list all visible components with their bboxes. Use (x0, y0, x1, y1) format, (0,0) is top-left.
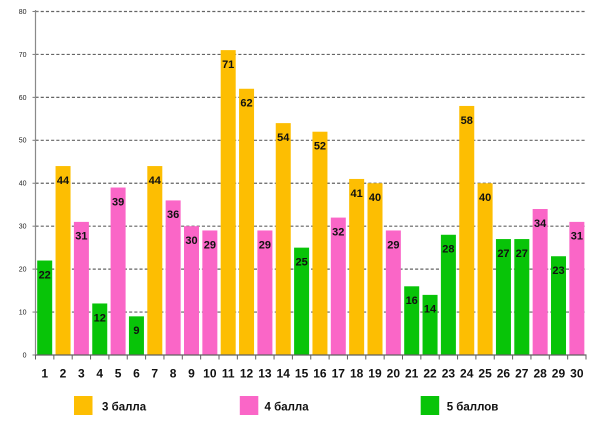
svg-text:23: 23 (552, 265, 564, 277)
svg-text:70: 70 (19, 52, 27, 59)
svg-text:5: 5 (115, 367, 122, 381)
svg-text:60: 60 (19, 95, 27, 102)
svg-text:10: 10 (19, 309, 27, 316)
svg-text:32: 32 (332, 226, 344, 238)
svg-text:40: 40 (19, 181, 27, 188)
svg-text:20: 20 (387, 367, 401, 381)
svg-text:5 баллов: 5 баллов (447, 401, 499, 413)
svg-text:31: 31 (75, 231, 87, 243)
svg-text:16: 16 (406, 295, 418, 307)
svg-text:25: 25 (295, 256, 307, 268)
svg-text:18: 18 (350, 367, 364, 381)
svg-text:26: 26 (497, 367, 511, 381)
svg-text:22: 22 (39, 269, 51, 281)
svg-text:23: 23 (442, 367, 456, 381)
svg-text:15: 15 (295, 367, 309, 381)
svg-text:54: 54 (277, 132, 290, 144)
svg-text:30: 30 (570, 367, 584, 381)
svg-text:0: 0 (23, 352, 27, 359)
svg-text:29: 29 (259, 239, 271, 251)
svg-text:31: 31 (571, 231, 583, 243)
svg-text:14: 14 (277, 367, 291, 381)
svg-text:9: 9 (188, 367, 195, 381)
svg-text:17: 17 (332, 367, 346, 381)
svg-text:3 балла: 3 балла (102, 401, 147, 413)
svg-text:27: 27 (515, 367, 529, 381)
svg-text:34: 34 (534, 218, 547, 230)
svg-text:4 балла: 4 балла (265, 401, 310, 413)
svg-text:27: 27 (516, 248, 528, 260)
svg-text:40: 40 (369, 192, 381, 204)
svg-text:4: 4 (96, 367, 103, 381)
svg-text:80: 80 (19, 9, 27, 16)
svg-text:29: 29 (387, 239, 399, 251)
svg-text:13: 13 (258, 367, 272, 381)
svg-text:11: 11 (222, 367, 235, 381)
svg-text:62: 62 (240, 98, 252, 110)
svg-text:50: 50 (19, 138, 27, 145)
svg-text:41: 41 (351, 188, 363, 200)
svg-text:21: 21 (405, 367, 419, 381)
svg-text:28: 28 (533, 367, 547, 381)
svg-text:27: 27 (497, 248, 509, 260)
svg-text:7: 7 (151, 367, 158, 381)
svg-text:58: 58 (461, 115, 473, 127)
svg-text:29: 29 (552, 367, 566, 381)
svg-text:44: 44 (57, 175, 70, 187)
svg-text:8: 8 (170, 367, 177, 381)
svg-text:22: 22 (423, 367, 437, 381)
svg-text:20: 20 (19, 267, 27, 274)
svg-text:39: 39 (112, 196, 124, 208)
svg-text:29: 29 (204, 239, 216, 251)
svg-text:25: 25 (478, 367, 492, 381)
svg-text:12: 12 (240, 367, 254, 381)
svg-text:10: 10 (203, 367, 217, 381)
svg-text:44: 44 (149, 175, 162, 187)
svg-text:1: 1 (41, 367, 48, 381)
svg-text:14: 14 (424, 304, 437, 316)
svg-text:71: 71 (222, 59, 234, 71)
svg-text:3: 3 (78, 367, 85, 381)
svg-text:12: 12 (94, 312, 106, 324)
svg-text:28: 28 (442, 244, 454, 256)
svg-text:2: 2 (60, 367, 67, 381)
svg-text:30: 30 (185, 235, 197, 247)
svg-text:36: 36 (167, 209, 179, 221)
svg-text:19: 19 (368, 367, 382, 381)
svg-text:16: 16 (313, 367, 327, 381)
svg-text:9: 9 (133, 325, 139, 337)
svg-text:30: 30 (19, 224, 27, 231)
svg-text:6: 6 (133, 367, 140, 381)
svg-text:52: 52 (314, 141, 326, 153)
svg-text:24: 24 (460, 367, 474, 381)
svg-text:40: 40 (479, 192, 491, 204)
